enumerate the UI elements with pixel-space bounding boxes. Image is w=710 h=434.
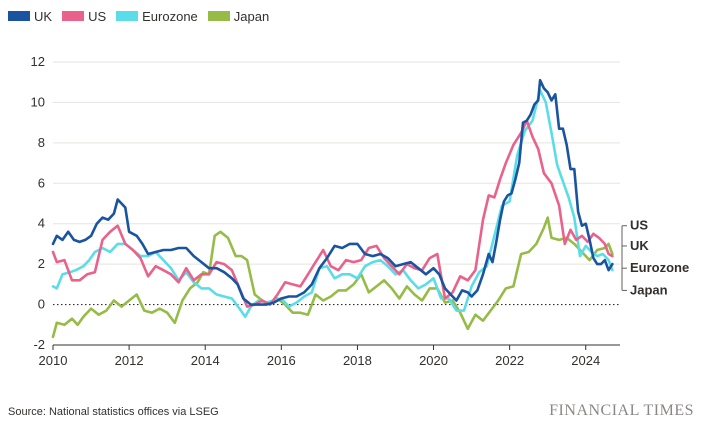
legend-swatch-uk — [8, 11, 30, 21]
x-tick-label-2014: 2014 — [191, 353, 220, 368]
series-line-us — [51, 119, 614, 308]
end-label-us: US — [630, 218, 648, 233]
y-tick-label--2: -2 — [33, 337, 45, 352]
x-tick-label-2012: 2012 — [115, 353, 144, 368]
end-label-uk: UK — [630, 238, 649, 253]
series-line-uk — [51, 78, 614, 306]
y-tick-label-2: 2 — [38, 256, 45, 271]
x-tick-label-2020: 2020 — [419, 353, 448, 368]
y-tick-label-8: 8 — [38, 135, 45, 150]
y-tick-label-0: 0 — [38, 297, 45, 312]
legend-item-japan: Japan — [207, 8, 270, 24]
series-line-japan — [51, 216, 614, 339]
end-label-eurozone: Eurozone — [630, 260, 689, 275]
y-tick-label-6: 6 — [38, 175, 45, 190]
legend-swatch-japan — [207, 11, 230, 21]
y-tick-label-4: 4 — [38, 216, 45, 231]
x-tick-label-2016: 2016 — [267, 353, 296, 368]
legend-label-japan: Japan — [233, 8, 270, 24]
legend-label-us: US — [88, 8, 107, 24]
chart-legend: UK US Eurozone Japan — [8, 6, 279, 26]
legend-swatch-eurozone — [116, 11, 139, 21]
source-note: Source: National statistics offices via … — [8, 406, 219, 418]
y-tick-label-12: 12 — [31, 54, 45, 69]
end-label-japan: Japan — [630, 282, 668, 297]
x-tick-label-2024: 2024 — [571, 353, 600, 368]
legend-item-us: US — [62, 9, 106, 24]
brand-wordmark: FINANCIAL TIMES — [549, 402, 694, 419]
x-tick-label-2010: 2010 — [39, 353, 68, 368]
legend-item-uk: UK — [8, 9, 52, 24]
legend-label-uk: UK — [34, 8, 53, 24]
x-tick-label-2018: 2018 — [343, 353, 372, 368]
y-tick-label-10: 10 — [31, 94, 45, 109]
legend-label-eurozone: Eurozone — [142, 8, 198, 24]
legend-swatch-us — [62, 11, 85, 21]
x-tick-label-2022: 2022 — [495, 353, 524, 368]
legend-item-eurozone: Eurozone — [116, 9, 198, 24]
line-chart: -2 0 2 4 6 8 10 12 2010 2012 2014 2016 2018 2020 2022 2… — [31, 54, 690, 368]
